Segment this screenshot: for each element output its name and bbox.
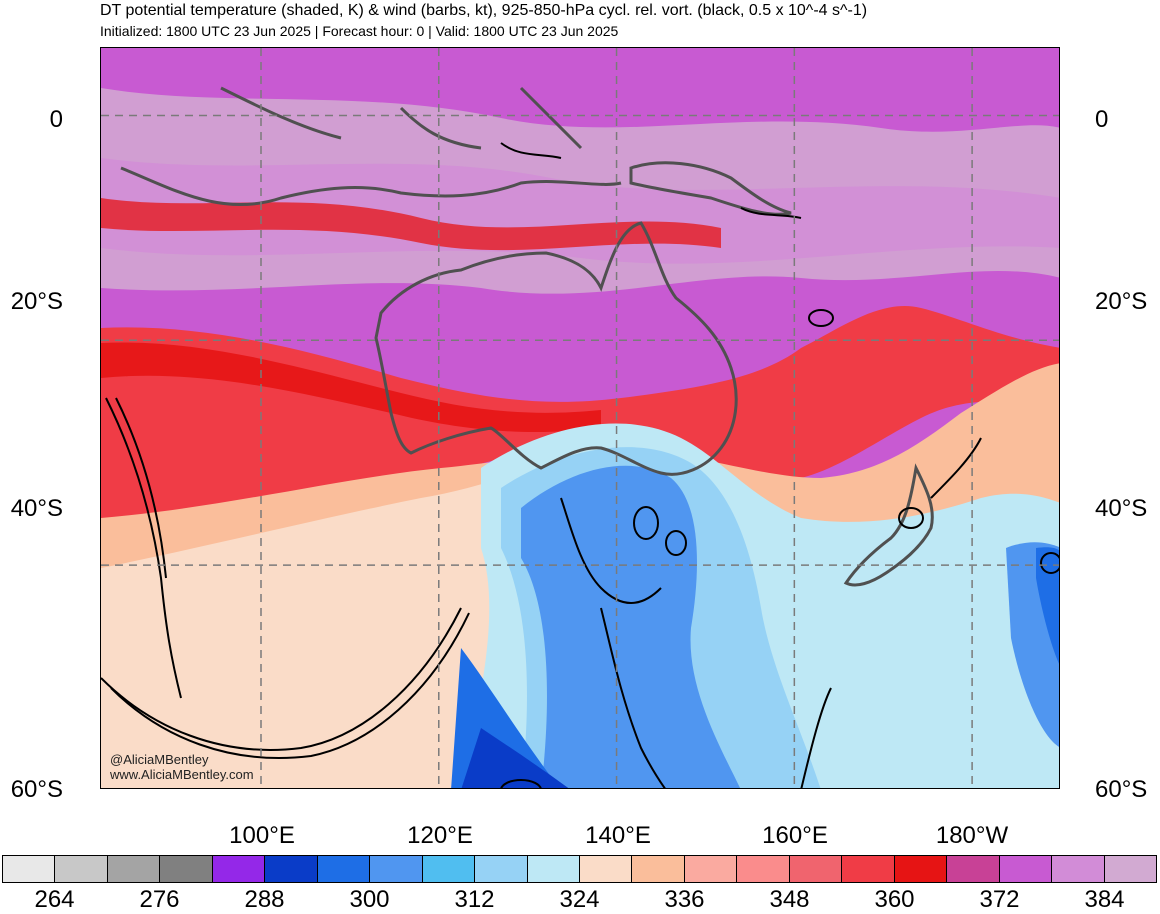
colorbar-swatch — [999, 856, 1053, 882]
contour-cell-1 — [633, 506, 659, 540]
lat-label-left-0: 0 — [49, 106, 63, 133]
contour-cell-2 — [665, 530, 687, 556]
lat-label-right-20s: 20°S — [1095, 288, 1148, 315]
maritime-coastline — [220, 86, 583, 150]
credit-handle: @AliciaMBentley — [110, 752, 209, 767]
lon-label-180w: 180°W — [935, 822, 1009, 849]
colorbar-label: 384 — [1084, 886, 1125, 913]
contour-west-arc-2 — [115, 397, 167, 579]
lat-label-left-40s: 40°S — [10, 495, 63, 522]
contour-cell-3 — [898, 507, 924, 529]
colorbar-label: 276 — [139, 886, 180, 913]
colorbar-label: 324 — [559, 886, 600, 913]
new-guinea-coastline — [629, 161, 792, 216]
colorbar-swatch — [789, 856, 843, 882]
east-deep-patch — [1036, 547, 1059, 664]
colorbar-swatch — [527, 856, 580, 882]
warm-peach-region — [101, 453, 571, 788]
contour-south-trough — [600, 607, 666, 788]
hot-red-tropics — [101, 198, 721, 251]
colorbar-swatch — [947, 856, 1000, 882]
colorbar-swatch — [317, 856, 371, 882]
colorbar-label: 264 — [34, 886, 75, 913]
colorbar-swatch — [212, 856, 266, 882]
vorticity-contours — [101, 142, 1059, 788]
colorbar-swatch — [737, 856, 790, 882]
new-zealand-coastline — [843, 463, 934, 587]
colorbar-swatch — [684, 856, 738, 882]
colorbar-swatch — [107, 856, 161, 882]
deep-cold-core — [461, 728, 569, 788]
contour-tasman — [560, 497, 662, 604]
lat-label-right-0: 0 — [1095, 106, 1109, 133]
chart-subtitle: Initialized: 1800 UTC 23 Jun 2025 | Fore… — [100, 23, 619, 39]
colorbar-label: 336 — [664, 886, 705, 913]
colorbar-label: 372 — [979, 886, 1020, 913]
map-canvas — [101, 48, 1059, 788]
contour-southern-arc — [101, 607, 462, 751]
tropical-violet-region — [101, 158, 1059, 264]
colorbar-swatch — [475, 856, 528, 882]
contour-tropical-1 — [500, 142, 562, 159]
colorbar-swatch — [3, 856, 56, 882]
contour-cell-6 — [808, 309, 834, 327]
colorbar-swatch — [265, 856, 318, 882]
colorbar-label: 312 — [454, 886, 495, 913]
lat-label-right-60s: 60°S — [1095, 776, 1148, 803]
colorbar — [2, 855, 1157, 883]
indonesia-coastline — [120, 166, 622, 207]
colorbar-swatch — [55, 856, 108, 882]
lon-label-160e: 160°E — [762, 822, 828, 849]
contour-nz-trough — [930, 437, 982, 499]
lat-label-left-60s: 60°S — [10, 776, 63, 803]
colorbar-label: 300 — [349, 886, 390, 913]
lat-label-left-20s: 20°S — [10, 288, 63, 315]
lon-label-120e: 120°E — [407, 822, 473, 849]
chart-title: DT potential temperature (shaded, K) & w… — [100, 2, 868, 19]
contour-cell-4 — [1040, 552, 1059, 574]
colorbar-label: 348 — [769, 886, 810, 913]
colorbar-label: 360 — [874, 886, 915, 913]
colorbar-swatch — [1104, 856, 1156, 882]
contour-west-arc — [105, 397, 182, 699]
colorbar-label: 288 — [244, 886, 285, 913]
contour-cell-5 — [500, 779, 542, 788]
contour-southern-arc-2 — [110, 612, 470, 759]
colorbar-swatch — [579, 856, 633, 882]
colorbar-swatch — [370, 856, 423, 882]
contour-tropical-2 — [740, 207, 802, 219]
hot-red-streaks — [101, 342, 601, 433]
colorbar-swatch — [632, 856, 685, 882]
lat-label-right-40s: 40°S — [1095, 495, 1148, 522]
colorbar-swatch — [422, 856, 476, 882]
credit-website: www.AliciaMBentley.com — [110, 767, 254, 782]
gridlines — [101, 48, 1059, 788]
map-panel — [100, 47, 1060, 789]
colorbar-swatch — [894, 856, 948, 882]
colorbar-swatch — [842, 856, 895, 882]
colorbar-swatch — [160, 856, 213, 882]
lon-label-100e: 100°E — [229, 822, 295, 849]
colorbar-swatch — [1052, 856, 1105, 882]
australia-coastline — [374, 221, 738, 476]
lon-label-140e: 140°E — [585, 822, 651, 849]
contour-east-trough — [800, 687, 832, 788]
